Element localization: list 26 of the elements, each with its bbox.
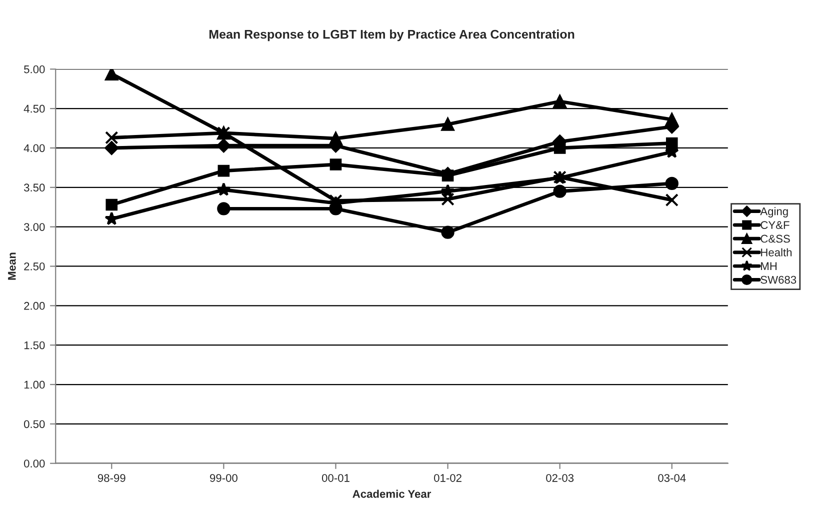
y-tick-label: 4.50 <box>24 104 45 113</box>
x-axis-title: Academic Year <box>352 490 432 498</box>
legend-label: Health <box>761 248 792 256</box>
x-tick-label: 02-03 <box>546 474 574 482</box>
y-tick-label: 1.00 <box>24 380 45 389</box>
y-tick-label: 5.00 <box>24 65 45 74</box>
y-tick-label: 0.50 <box>24 420 45 428</box>
y-tick-label: 1.50 <box>24 341 45 350</box>
y-tick-label: 3.50 <box>24 184 45 192</box>
legend-label: SW683 <box>760 276 796 284</box>
legend-label: Aging <box>760 207 788 218</box>
y-tick-label: 2.00 <box>24 302 45 310</box>
y-tick-label: 3.00 <box>24 223 45 231</box>
x-tick-label: 99-00 <box>210 474 238 482</box>
y-tick-label: 0.00 <box>24 460 45 468</box>
x-tick-label: 98-99 <box>98 474 126 482</box>
y-tick-label: 2.50 <box>24 262 45 270</box>
y-axis-title: Mean <box>8 252 16 280</box>
x-tick-label: 03-04 <box>658 474 686 482</box>
legend-label: CY&F <box>760 221 790 229</box>
legend-label: C&SS <box>760 234 790 243</box>
x-tick-label: 01-02 <box>434 474 462 482</box>
x-tick-label: 00-01 <box>322 474 350 482</box>
y-tick-label: 4.00 <box>24 144 45 152</box>
chart-title: Mean Response to LGBT Item by Practice Area Concentration <box>209 30 574 42</box>
legend-label: MH <box>761 262 777 270</box>
